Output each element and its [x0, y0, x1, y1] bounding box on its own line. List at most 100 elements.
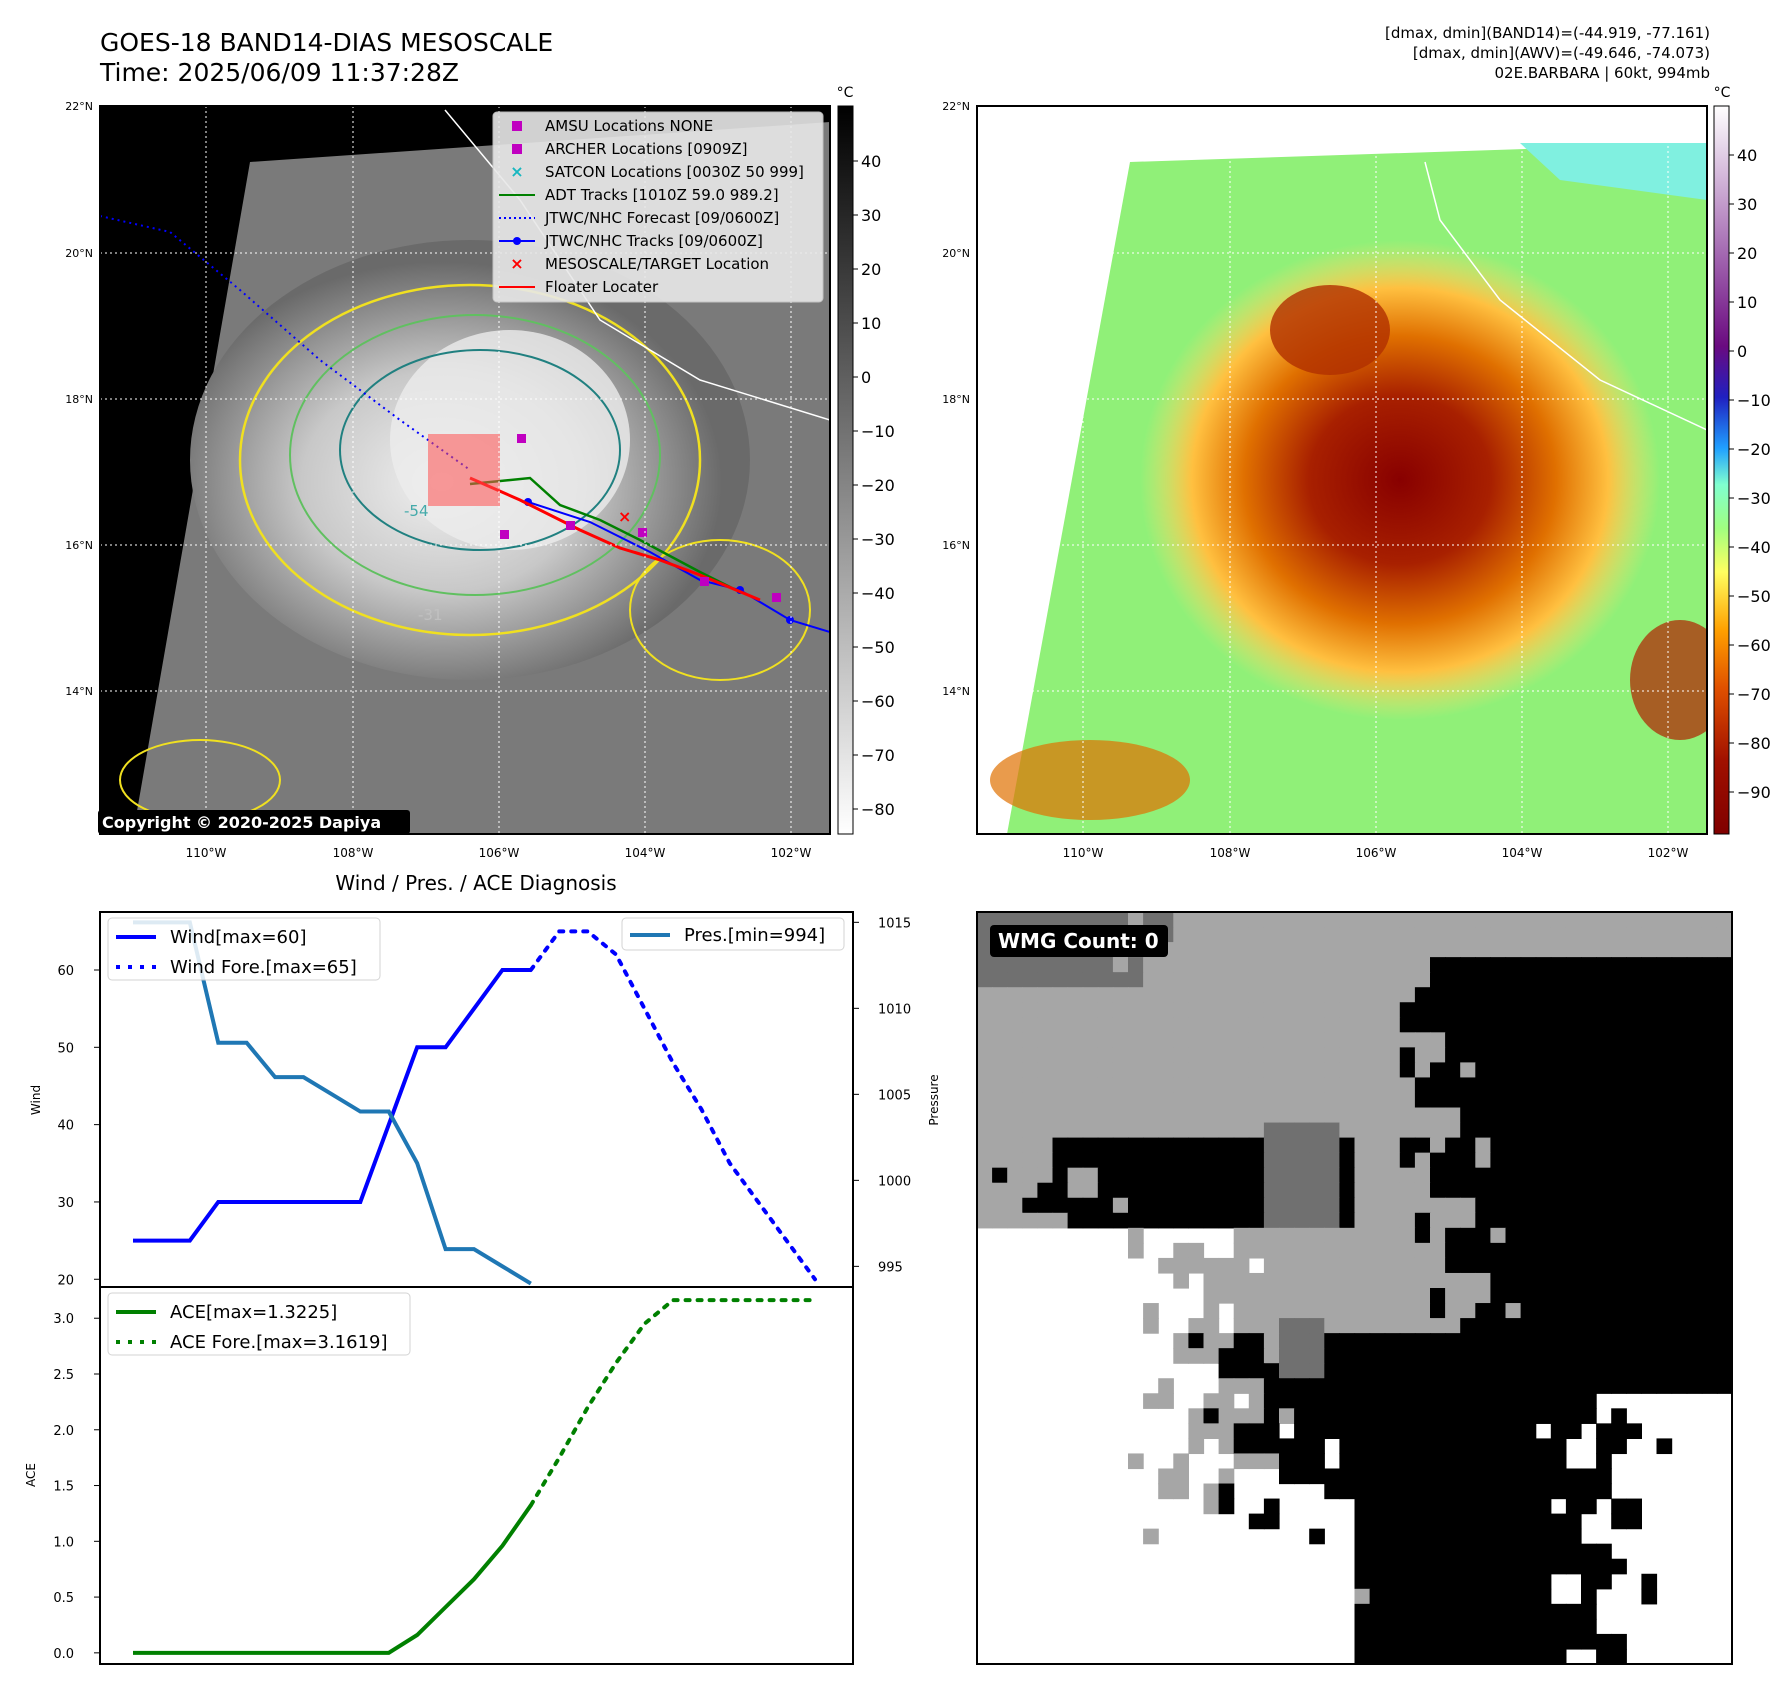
wmg-cell	[1248, 1062, 1265, 1079]
wmg-cell	[1535, 1648, 1552, 1665]
wmg-cell	[1550, 1483, 1567, 1500]
wmg-cell	[1354, 1032, 1371, 1048]
legend-label: ACE Fore.[max=3.1619]	[170, 1332, 388, 1353]
wmg-cell	[1520, 1227, 1537, 1244]
wmg-cell	[1445, 912, 1461, 928]
wmg-cell	[1565, 1483, 1582, 1500]
wmg-cell	[1641, 1318, 1658, 1334]
wmg-cell	[1611, 1017, 1627, 1033]
wmg-cell	[1671, 1318, 1688, 1334]
wmg-cell	[1565, 987, 1582, 1003]
wmg-cell	[1218, 1348, 1235, 1364]
wmg-cell	[1173, 1167, 1189, 1184]
wmg-cell	[1279, 1107, 1295, 1124]
wmg-cell	[1082, 1122, 1099, 1139]
ace-tick-label: 1.5	[53, 1480, 74, 1495]
wmg-cell	[1626, 1378, 1642, 1394]
wmg-cell	[1173, 1002, 1189, 1018]
wmg-cell	[1052, 1062, 1069, 1079]
wmg-cell	[1716, 1167, 1733, 1184]
wmg-cell	[1550, 1558, 1567, 1575]
wmg-cell	[1097, 1107, 1114, 1124]
wmg-cell	[1671, 1002, 1688, 1018]
wmg-cell	[1641, 1092, 1658, 1109]
series-line	[133, 967, 531, 1243]
wmg-cell	[1082, 1047, 1099, 1063]
wmg-cell	[1233, 972, 1250, 988]
wmg-cell	[1354, 1378, 1371, 1394]
wmg-cell	[1354, 1242, 1371, 1259]
wmg-cell	[1626, 1348, 1642, 1364]
wmg-cell	[1097, 1182, 1114, 1199]
wmg-cell	[1490, 1167, 1507, 1184]
wmg-cell	[1369, 1453, 1386, 1470]
wmg-cell	[1550, 1167, 1567, 1184]
wmg-cell	[1339, 1227, 1356, 1244]
wmg-cell	[1414, 1107, 1431, 1124]
wmg-cell	[1430, 1062, 1446, 1079]
wmg-cell	[1581, 1122, 1597, 1139]
wmg-cell	[1203, 1288, 1220, 1304]
wmg-cell	[1082, 1152, 1099, 1169]
wmg-cell	[1112, 1197, 1129, 1214]
wmg-cell	[1339, 1438, 1356, 1455]
wmg-cell	[1671, 1077, 1688, 1094]
wmg-cell	[1716, 972, 1733, 988]
wmg-cell	[1399, 1453, 1416, 1470]
wmg-cell	[1611, 942, 1627, 958]
wmg-cell	[1248, 1092, 1265, 1109]
wmg-cell	[1112, 1167, 1129, 1184]
wmg-cell	[992, 1152, 1008, 1169]
wmg-cell	[1263, 1077, 1280, 1094]
wmg-cell	[1339, 1242, 1356, 1259]
wmg-cell	[1520, 1453, 1537, 1470]
wmg-cell	[1339, 1423, 1356, 1439]
wmg-cell	[1611, 1408, 1627, 1424]
wmg-cell	[1248, 1513, 1265, 1530]
wmg-cell	[1626, 1197, 1642, 1214]
wmg-cell	[1339, 1002, 1356, 1018]
wmg-cell	[1596, 1378, 1612, 1394]
wmg-cell	[1671, 1242, 1688, 1259]
wmg-cell	[1158, 1122, 1174, 1139]
wmg-cell	[1294, 1363, 1310, 1379]
wmg-cell	[1626, 1182, 1642, 1199]
wmg-cell	[1203, 1257, 1220, 1274]
wmg-cell	[1082, 1212, 1099, 1229]
wmg-cell	[1399, 1588, 1416, 1605]
wmg-cell	[1414, 1558, 1431, 1575]
wmg-cell	[1475, 1453, 1491, 1470]
wmg-cell	[1218, 1408, 1235, 1424]
colorbar-tick-label: 0	[1737, 342, 1747, 361]
wmg-cell	[1052, 1002, 1069, 1018]
wmg-cell	[1022, 957, 1038, 973]
wmg-cell	[1641, 1573, 1658, 1590]
wmg-cell	[1173, 927, 1189, 943]
wmg-cell	[1686, 1318, 1703, 1334]
wmg-cell	[1233, 927, 1250, 943]
legend-label: JTWC/NHC Forecast [09/0600Z]	[544, 209, 779, 227]
wmg-cell	[1596, 927, 1612, 943]
wmg-cell	[1671, 1378, 1688, 1394]
legend-marker	[512, 144, 522, 154]
wmg-cell	[1294, 1303, 1310, 1319]
wmg-cell	[1505, 1333, 1522, 1349]
wmg-cell	[1384, 1288, 1401, 1304]
wmg-cell	[1248, 1137, 1265, 1154]
wmg-cell	[1324, 1408, 1340, 1424]
wmg-cell	[1701, 1092, 1718, 1109]
wmg-cell	[1581, 1363, 1597, 1379]
wmg-cell	[1656, 1242, 1673, 1259]
series-line	[133, 1504, 533, 1655]
wmg-cell	[1097, 1047, 1114, 1063]
wmg-cell	[1596, 1047, 1612, 1063]
wmg-cell	[1399, 1062, 1416, 1079]
wmg-cell	[1550, 1182, 1567, 1199]
wmg-cell	[1701, 1303, 1718, 1319]
wmg-cell	[1460, 927, 1476, 943]
wmg-cell	[1007, 1122, 1023, 1139]
map2-lon-labels: 110°W 108°W 106°W 104°W 102°W	[1063, 846, 1689, 860]
wmg-cell	[1445, 1242, 1461, 1259]
wmg-cell	[1520, 942, 1537, 958]
wmg-cell	[1007, 1167, 1023, 1184]
